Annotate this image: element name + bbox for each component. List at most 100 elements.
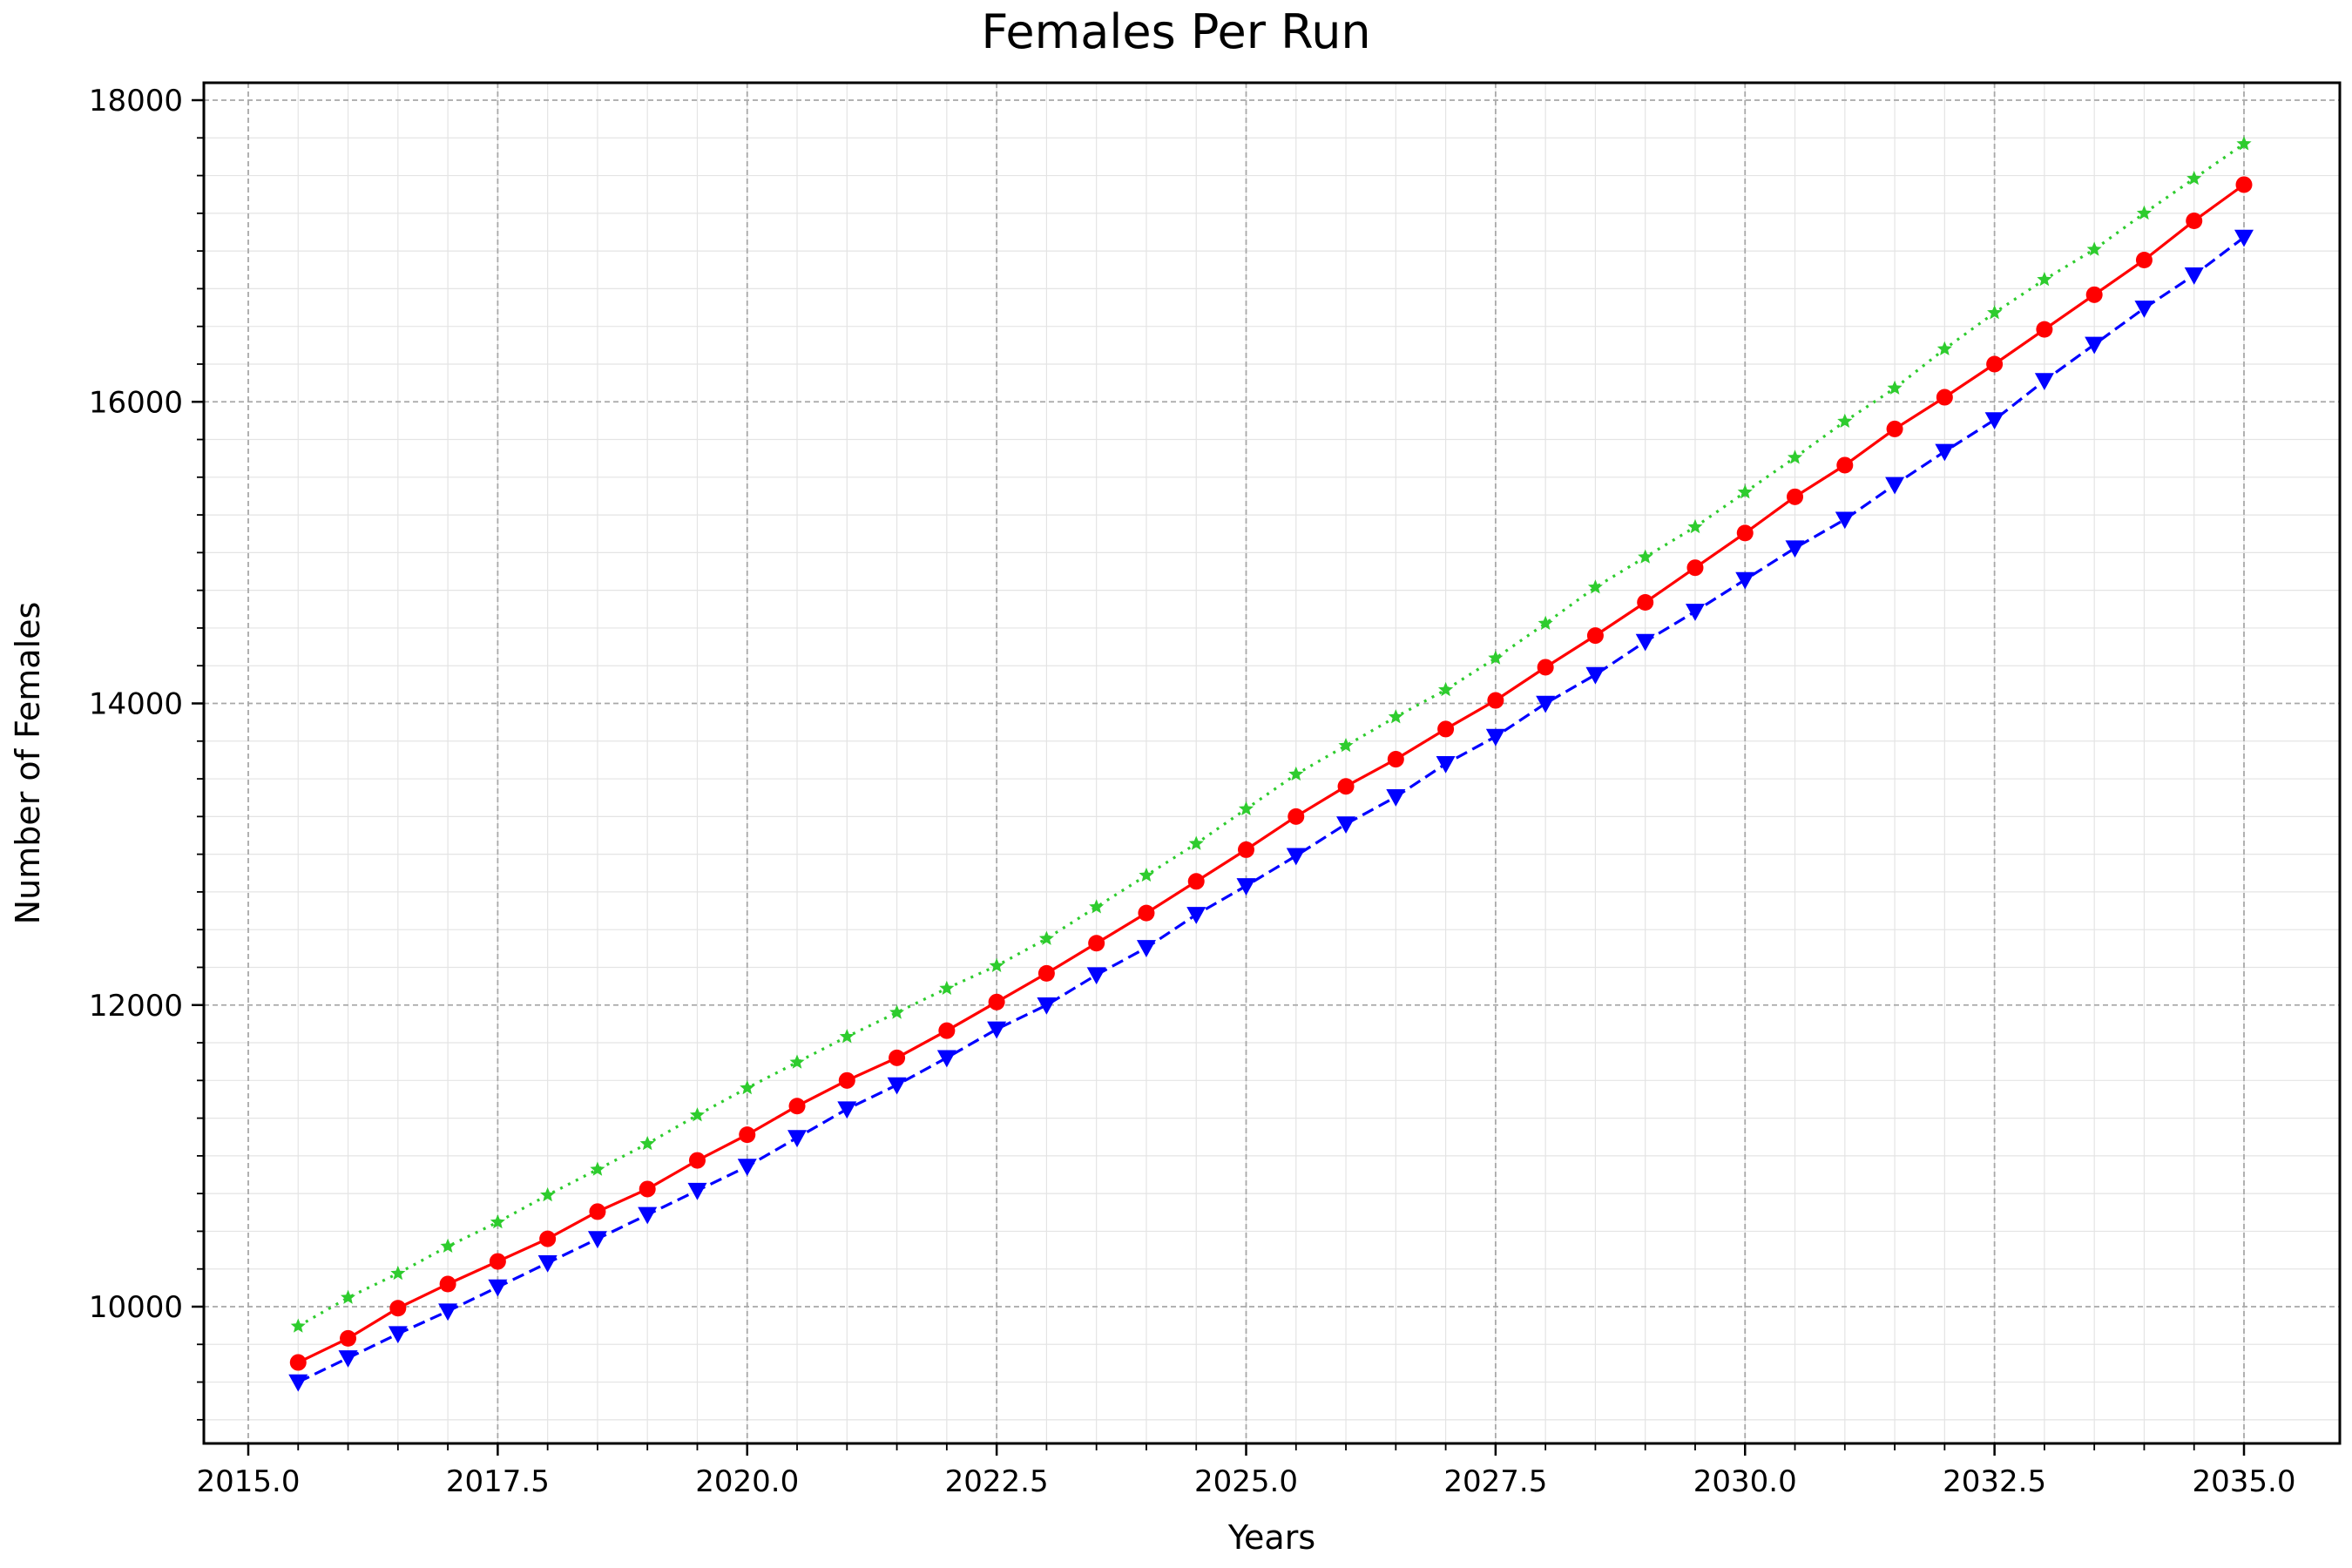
- data-point-circle: [1288, 808, 1305, 825]
- data-point-star: [989, 957, 1004, 972]
- x-axis-label: Years: [1227, 1518, 1315, 1557]
- data-point-star: [1638, 549, 1653, 564]
- data-point-star: [2037, 272, 2052, 287]
- data-point-triangle: [887, 1077, 907, 1095]
- data-point-circle: [489, 1253, 506, 1270]
- data-point-triangle: [488, 1279, 508, 1297]
- data-point-triangle: [1136, 940, 1156, 957]
- data-point-triangle: [787, 1130, 808, 1148]
- x-tick-label: 2025.0: [1194, 1464, 1298, 1499]
- data-point-triangle: [936, 1050, 956, 1068]
- data-point-triangle: [1037, 997, 1057, 1015]
- data-point-circle: [289, 1354, 307, 1371]
- data-point-triangle: [1086, 967, 1106, 985]
- data-point-triangle: [1984, 412, 2004, 430]
- data-point-star: [939, 980, 955, 995]
- data-point-star: [1139, 867, 1154, 882]
- data-point-star: [740, 1080, 755, 1095]
- data-point-circle: [1586, 627, 1604, 645]
- data-point-circle: [1487, 692, 1504, 709]
- data-point-circle: [1686, 559, 1704, 577]
- data-point-star: [1587, 579, 1603, 594]
- data-point-triangle: [1685, 604, 1705, 621]
- data-point-star: [1488, 650, 1504, 665]
- data-point-circle: [340, 1329, 357, 1347]
- data-point-star: [789, 1054, 805, 1069]
- data-point-triangle: [1386, 789, 1406, 807]
- data-point-triangle: [837, 1101, 857, 1119]
- data-point-star: [1038, 930, 1054, 945]
- x-tick-label: 2015.0: [197, 1464, 301, 1499]
- data-point-star: [1987, 305, 2003, 320]
- data-point-triangle: [2034, 373, 2054, 391]
- data-point-star: [1687, 518, 1703, 534]
- data-point-circle: [1187, 873, 1205, 890]
- data-point-circle: [938, 1022, 956, 1039]
- data-point-triangle: [2085, 336, 2105, 355]
- data-point-star: [1188, 835, 1204, 850]
- data-point-star: [1238, 801, 1254, 815]
- data-point-triangle: [1286, 848, 1306, 866]
- data-point-circle: [1387, 751, 1404, 768]
- data-point-circle: [539, 1230, 557, 1247]
- data-point-circle: [1986, 355, 2004, 373]
- data-point-circle: [639, 1180, 656, 1198]
- data-point-star: [540, 1186, 556, 1202]
- data-point-triangle: [638, 1206, 658, 1225]
- grid: [204, 83, 2340, 1443]
- data-point-star: [839, 1029, 855, 1044]
- data-point-triangle: [1835, 511, 1855, 530]
- data-point-triangle: [1336, 816, 1356, 834]
- series-1: [289, 176, 2253, 1371]
- series-group: [288, 136, 2254, 1392]
- data-point-circle: [1088, 935, 1105, 952]
- data-point-star: [2186, 171, 2202, 186]
- data-point-star: [490, 1214, 505, 1229]
- data-point-circle: [1637, 594, 1654, 612]
- y-tick-label: 18000: [89, 84, 183, 118]
- data-point-triangle: [2184, 267, 2204, 285]
- data-point-circle: [2036, 321, 2053, 338]
- data-point-circle: [1337, 778, 1355, 795]
- data-point-triangle: [1635, 633, 1655, 652]
- data-point-circle: [889, 1049, 906, 1066]
- y-tick-label: 10000: [89, 1290, 183, 1325]
- data-point-triangle: [2134, 301, 2154, 318]
- data-point-circle: [1936, 389, 1953, 406]
- data-point-star: [2236, 136, 2252, 151]
- data-point-triangle: [1585, 666, 1605, 685]
- data-point-star: [1936, 341, 1952, 355]
- data-point-circle: [1736, 524, 1754, 542]
- data-point-circle: [688, 1152, 706, 1169]
- data-point-triangle: [1885, 476, 1905, 495]
- data-point-triangle: [737, 1159, 757, 1176]
- data-point-triangle: [2234, 229, 2254, 247]
- data-point-triangle: [1785, 540, 1805, 558]
- data-point-triangle: [288, 1374, 308, 1392]
- plot-frame: [202, 81, 2342, 1445]
- data-point-circle: [788, 1098, 806, 1115]
- data-point-star: [1887, 380, 1903, 395]
- data-point-triangle: [587, 1231, 607, 1249]
- data-point-star: [1438, 681, 1454, 697]
- data-point-star: [341, 1289, 356, 1304]
- data-point-star: [1788, 449, 1803, 464]
- data-point-triangle: [537, 1254, 558, 1273]
- y-tick-label: 12000: [89, 989, 183, 1024]
- series-2: [288, 229, 2254, 1392]
- data-point-star: [1837, 413, 1853, 428]
- data-point-circle: [389, 1300, 407, 1317]
- data-point-star: [689, 1107, 705, 1122]
- data-point-circle: [988, 993, 1005, 1010]
- data-point-star: [390, 1265, 406, 1281]
- data-point-circle: [838, 1071, 855, 1089]
- data-point-triangle: [1935, 443, 1955, 462]
- data-point-triangle: [388, 1326, 408, 1344]
- data-point-triangle: [1186, 907, 1206, 924]
- y-tick-label: 14000: [89, 687, 183, 722]
- ticks: 2015.0 2017.5 2020.0 2022.5 2025.0 2027.5 2030…: [89, 84, 2296, 1499]
- data-point-star: [1388, 709, 1403, 724]
- data-point-triangle: [1536, 695, 1556, 713]
